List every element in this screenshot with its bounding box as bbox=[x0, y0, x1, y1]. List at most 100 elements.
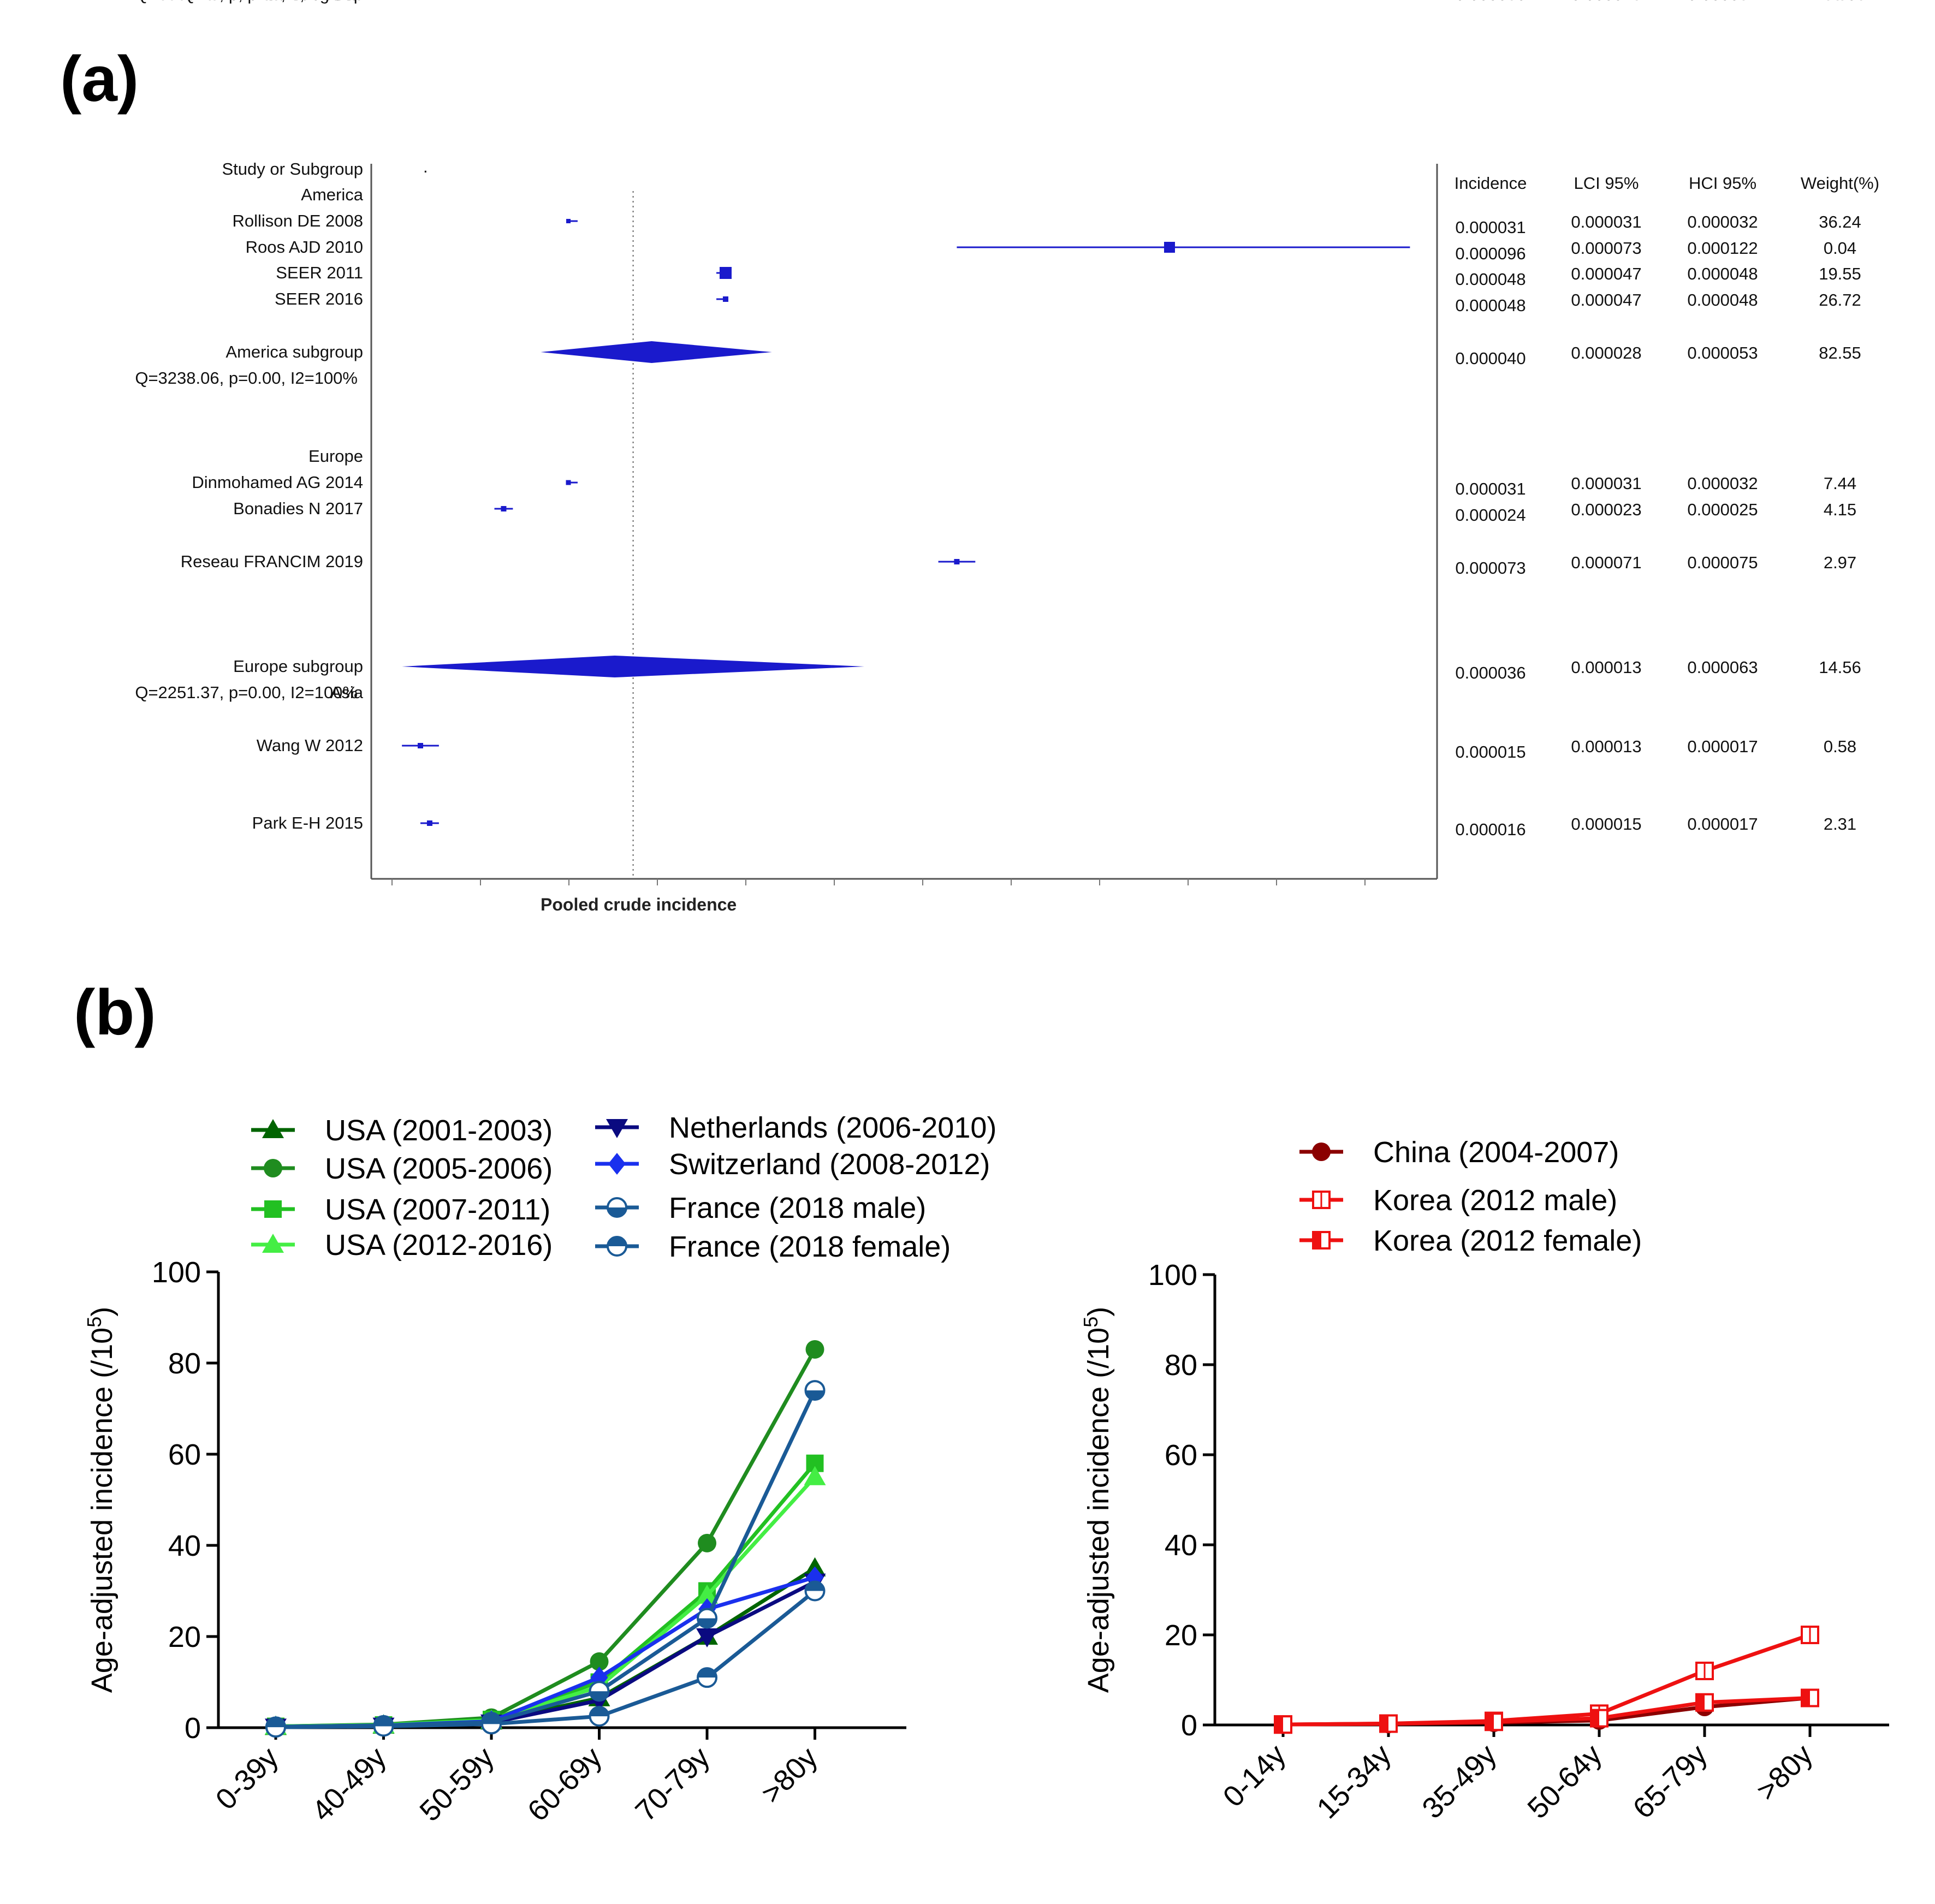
legend-label: France (2018 male) bbox=[669, 1192, 926, 1224]
data-point-marker bbox=[805, 1340, 824, 1359]
legend-label: Korea (2012 female) bbox=[1373, 1224, 1642, 1257]
forest-study-label: SEER 2016 bbox=[275, 289, 363, 308]
line-chart-left: 0 20 40 60 80 100 0-39y 40-49y 50-59y 60-69y 70-79… bbox=[83, 1111, 997, 1828]
y-tick-label: 80 bbox=[1165, 1349, 1197, 1382]
forest-study-label: Wang W 2012 bbox=[257, 736, 363, 755]
series-line bbox=[275, 1462, 817, 1728]
forest-lci-value: 0.000013 bbox=[1571, 737, 1641, 756]
forest-hci-value: 0.000017 bbox=[1687, 737, 1758, 756]
forest-incidence-value: 0.000048 bbox=[1455, 296, 1526, 315]
forest-weight-value: 36.24 bbox=[1819, 212, 1861, 231]
forest-weight-value: 2.97 bbox=[1824, 553, 1856, 572]
forest-hci-value: 0.000048 bbox=[1687, 264, 1758, 283]
forest-weight-value: 0.58 bbox=[1824, 737, 1856, 756]
legend-label: France (2018 female) bbox=[669, 1230, 951, 1263]
data-point-marker-fill bbox=[1275, 1716, 1283, 1733]
data-point-marker-fill bbox=[266, 1718, 285, 1728]
forest-heterogeneity-stats: Q=2251.37, p=0.00, I2=100% bbox=[135, 683, 358, 702]
forest-weight-value: 0.04 bbox=[1824, 239, 1856, 258]
data-point-marker-fill bbox=[805, 1581, 824, 1591]
forest-lci-value: 0.000073 bbox=[1571, 239, 1641, 258]
forest-heterogeneity-stats: Q=3238.06, p=0.00, I2=100% bbox=[135, 368, 358, 388]
data-point-marker bbox=[264, 1200, 282, 1218]
data-point-marker-fill bbox=[698, 1668, 716, 1678]
data-point-marker bbox=[590, 1652, 609, 1671]
forest-hci-value: 0.000122 bbox=[1687, 239, 1758, 258]
legend-label: USA (2007-2011) bbox=[325, 1193, 550, 1226]
forest-incidence-value: 0.000031 bbox=[1455, 479, 1526, 498]
legend-entry: Netherlands (2006-2010) bbox=[595, 1111, 996, 1144]
forest-heterogeneity-stats: Q=6966.18, p=0.00, I2=100% bbox=[135, 0, 358, 4]
forest-subgroup-label: Overall bbox=[310, 0, 363, 4]
forest-study-label: Dinmohamed AG 2014 bbox=[192, 473, 363, 492]
forest-incidence-value: 0.000040 bbox=[1455, 349, 1526, 368]
y-tick-label: 100 bbox=[1148, 1259, 1197, 1292]
x-tick-label: 0-14y bbox=[1217, 1738, 1292, 1813]
series-line bbox=[1283, 1633, 1811, 1727]
x-tick-label: 40-49y bbox=[306, 1741, 393, 1828]
series-line bbox=[275, 1389, 817, 1729]
legend-entry: USA (2007-2011) bbox=[251, 1193, 550, 1226]
data-point-marker-fill bbox=[482, 1715, 501, 1724]
forest-study-marker bbox=[722, 296, 728, 302]
forest-incidence-value: 0.000036 bbox=[1455, 663, 1526, 682]
data-point-marker bbox=[606, 1119, 628, 1138]
forest-lci-value: 0.000031 bbox=[1571, 212, 1641, 231]
forest-lci-value: 0.000013 bbox=[1571, 658, 1641, 677]
forest-hci-value: 0.000017 bbox=[1687, 814, 1758, 834]
forest-study-marker bbox=[566, 480, 571, 485]
forest-subgroup-label: Asia subgroup bbox=[255, 0, 363, 4]
y-tick-label: 100 bbox=[152, 1256, 201, 1289]
forest-col-study: Study or Subgroup bbox=[222, 159, 363, 178]
legend-label: Netherlands (2006-2010) bbox=[669, 1111, 996, 1144]
series-line bbox=[275, 1589, 816, 1729]
x-tick-label: >80y bbox=[1750, 1738, 1819, 1807]
data-point-marker-fill bbox=[590, 1691, 609, 1701]
forest-dot: . bbox=[423, 157, 428, 176]
legend-label: Korea (2012 male) bbox=[1373, 1184, 1617, 1217]
data-point-marker bbox=[1312, 1143, 1331, 1161]
forest-lci-value: 0.000028 bbox=[1571, 343, 1641, 362]
series-china-2004-2007 bbox=[1274, 1688, 1819, 1734]
data-point-marker-fill bbox=[374, 1717, 393, 1727]
legend-entry: Korea (2012 male) bbox=[1299, 1184, 1617, 1217]
forest-hci-value: 0.000053 bbox=[1687, 343, 1758, 362]
legend-entry: Switzerland (2008-2012) bbox=[595, 1148, 990, 1181]
legend-entry: France (2018 female) bbox=[595, 1230, 951, 1263]
forest-subgroup-diamond bbox=[541, 341, 772, 363]
forest-incidence-value: 0.000048 bbox=[1455, 270, 1526, 289]
forest-hci-value: 0.000032 bbox=[1687, 212, 1758, 231]
legend-label: China (2004-2007) bbox=[1373, 1136, 1619, 1169]
forest-incidence-value: 0.000016 bbox=[1455, 0, 1526, 4]
forest-col-lci: LCI 95% bbox=[1574, 174, 1639, 193]
forest-study-label: Reseau FRANCIM 2019 bbox=[181, 552, 363, 571]
forest-weight-value: 100.00 bbox=[1814, 0, 1866, 4]
forest-study-label: SEER 2011 bbox=[276, 263, 363, 282]
forest-group-label: Asia bbox=[330, 683, 364, 702]
forest-col-hci: HCI 95% bbox=[1689, 174, 1756, 193]
forest-weight-value: 2.89 bbox=[1824, 0, 1856, 4]
forest-incidence-value: 0.000016 bbox=[1455, 820, 1526, 839]
data-point-marker-fill bbox=[1486, 1713, 1494, 1730]
forest-weight-value: 7.44 bbox=[1824, 474, 1856, 493]
data-point-marker bbox=[696, 1584, 718, 1604]
forest-lci-value: 0.000071 bbox=[1571, 553, 1641, 572]
forest-weight-value: 82.55 bbox=[1819, 343, 1861, 362]
forest-study-marker bbox=[501, 506, 507, 511]
data-point-marker bbox=[262, 1234, 284, 1253]
y-tick-label: 80 bbox=[168, 1347, 201, 1380]
series-france-2018-female bbox=[265, 1580, 826, 1738]
forest-weight-value: 19.55 bbox=[1819, 264, 1861, 283]
x-tick-label: 0-39y bbox=[210, 1741, 285, 1816]
y-tick-label: 60 bbox=[168, 1438, 201, 1471]
legend-entry: USA (2005-2006) bbox=[251, 1152, 553, 1185]
data-point-marker-fill bbox=[805, 1390, 824, 1400]
x-tick-label: 50-59y bbox=[413, 1741, 500, 1828]
forest-hci-value: 0.000075 bbox=[1687, 553, 1758, 572]
y-tick-label: 0 bbox=[185, 1712, 201, 1745]
legend-entry: China (2004-2007) bbox=[1299, 1136, 1619, 1169]
data-point-marker-fill bbox=[590, 1707, 609, 1717]
data-point-marker-fill bbox=[1313, 1232, 1321, 1248]
forest-incidence-value: 0.000015 bbox=[1455, 742, 1526, 761]
forest-weight-value: 4.15 bbox=[1824, 500, 1856, 519]
